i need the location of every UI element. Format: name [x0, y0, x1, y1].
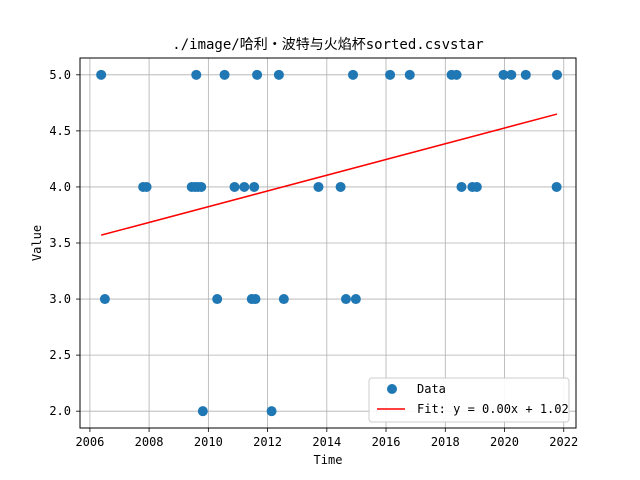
x-tick-label: 2016 [372, 435, 401, 449]
data-point [219, 69, 230, 80]
data-point [196, 181, 207, 192]
data-point [498, 69, 509, 80]
y-tick-label: 4.5 [49, 124, 71, 138]
data-point [471, 181, 482, 192]
legend-marker-data [387, 384, 397, 394]
data-point [385, 69, 396, 80]
data-point [212, 294, 223, 305]
fit-line [100, 113, 558, 236]
data-point [520, 69, 531, 80]
data-point [273, 69, 284, 80]
data-point [348, 69, 359, 80]
legend-label-fit: Fit: y = 0.00x + 1.02 [417, 402, 569, 416]
data-point [99, 294, 110, 305]
x-tick-label: 2010 [194, 435, 223, 449]
data-point [552, 69, 563, 80]
legend-label-data: Data [417, 382, 446, 396]
data-point [335, 181, 346, 192]
x-tick-label: 2020 [490, 435, 519, 449]
data-point [266, 406, 277, 417]
data-point [141, 181, 152, 192]
legend-box [368, 377, 570, 423]
data-point [278, 294, 289, 305]
scatter-points [96, 69, 563, 417]
y-tick-label: 2.5 [49, 348, 71, 362]
y-tick-label: 3.0 [49, 292, 71, 306]
data-point [249, 181, 260, 192]
legend: Data Fit: y = 0.00x + 1.02 [368, 377, 570, 423]
data-point [456, 181, 467, 192]
x-tick-label: 2008 [135, 435, 164, 449]
data-point [191, 69, 202, 80]
x-tick-label: 2014 [312, 435, 341, 449]
x-tick-label: 2006 [75, 435, 104, 449]
grid-lines [80, 58, 576, 428]
y-axis-label: Value [30, 225, 44, 261]
x-axis-label: Time [314, 453, 343, 467]
axis-ticks: 2006 2008 2010 2012 2014 2016 2018 2020 2022 2.0 2… [49, 68, 578, 449]
y-tick-label: 5.0 [49, 68, 71, 82]
data-point [340, 294, 351, 305]
y-tick-label: 3.5 [49, 236, 71, 250]
data-point [197, 406, 208, 417]
x-tick-label: 2018 [431, 435, 460, 449]
chart-title: ./image/哈利・波特与火焰杯sorted.csvstar [172, 37, 483, 53]
data-point [239, 181, 250, 192]
data-point [96, 69, 107, 80]
y-tick-label: 4.0 [49, 180, 71, 194]
data-point [252, 69, 263, 80]
data-point [451, 69, 462, 80]
y-tick-label: 2.0 [49, 404, 71, 418]
data-point [250, 294, 261, 305]
data-point [551, 181, 562, 192]
fit-line-layer [100, 113, 558, 236]
data-point [229, 181, 240, 192]
x-tick-label: 2022 [549, 435, 578, 449]
data-point [350, 294, 361, 305]
data-point [506, 69, 517, 80]
data-point [404, 69, 415, 80]
x-tick-label: 2012 [253, 435, 282, 449]
data-point [313, 181, 324, 192]
